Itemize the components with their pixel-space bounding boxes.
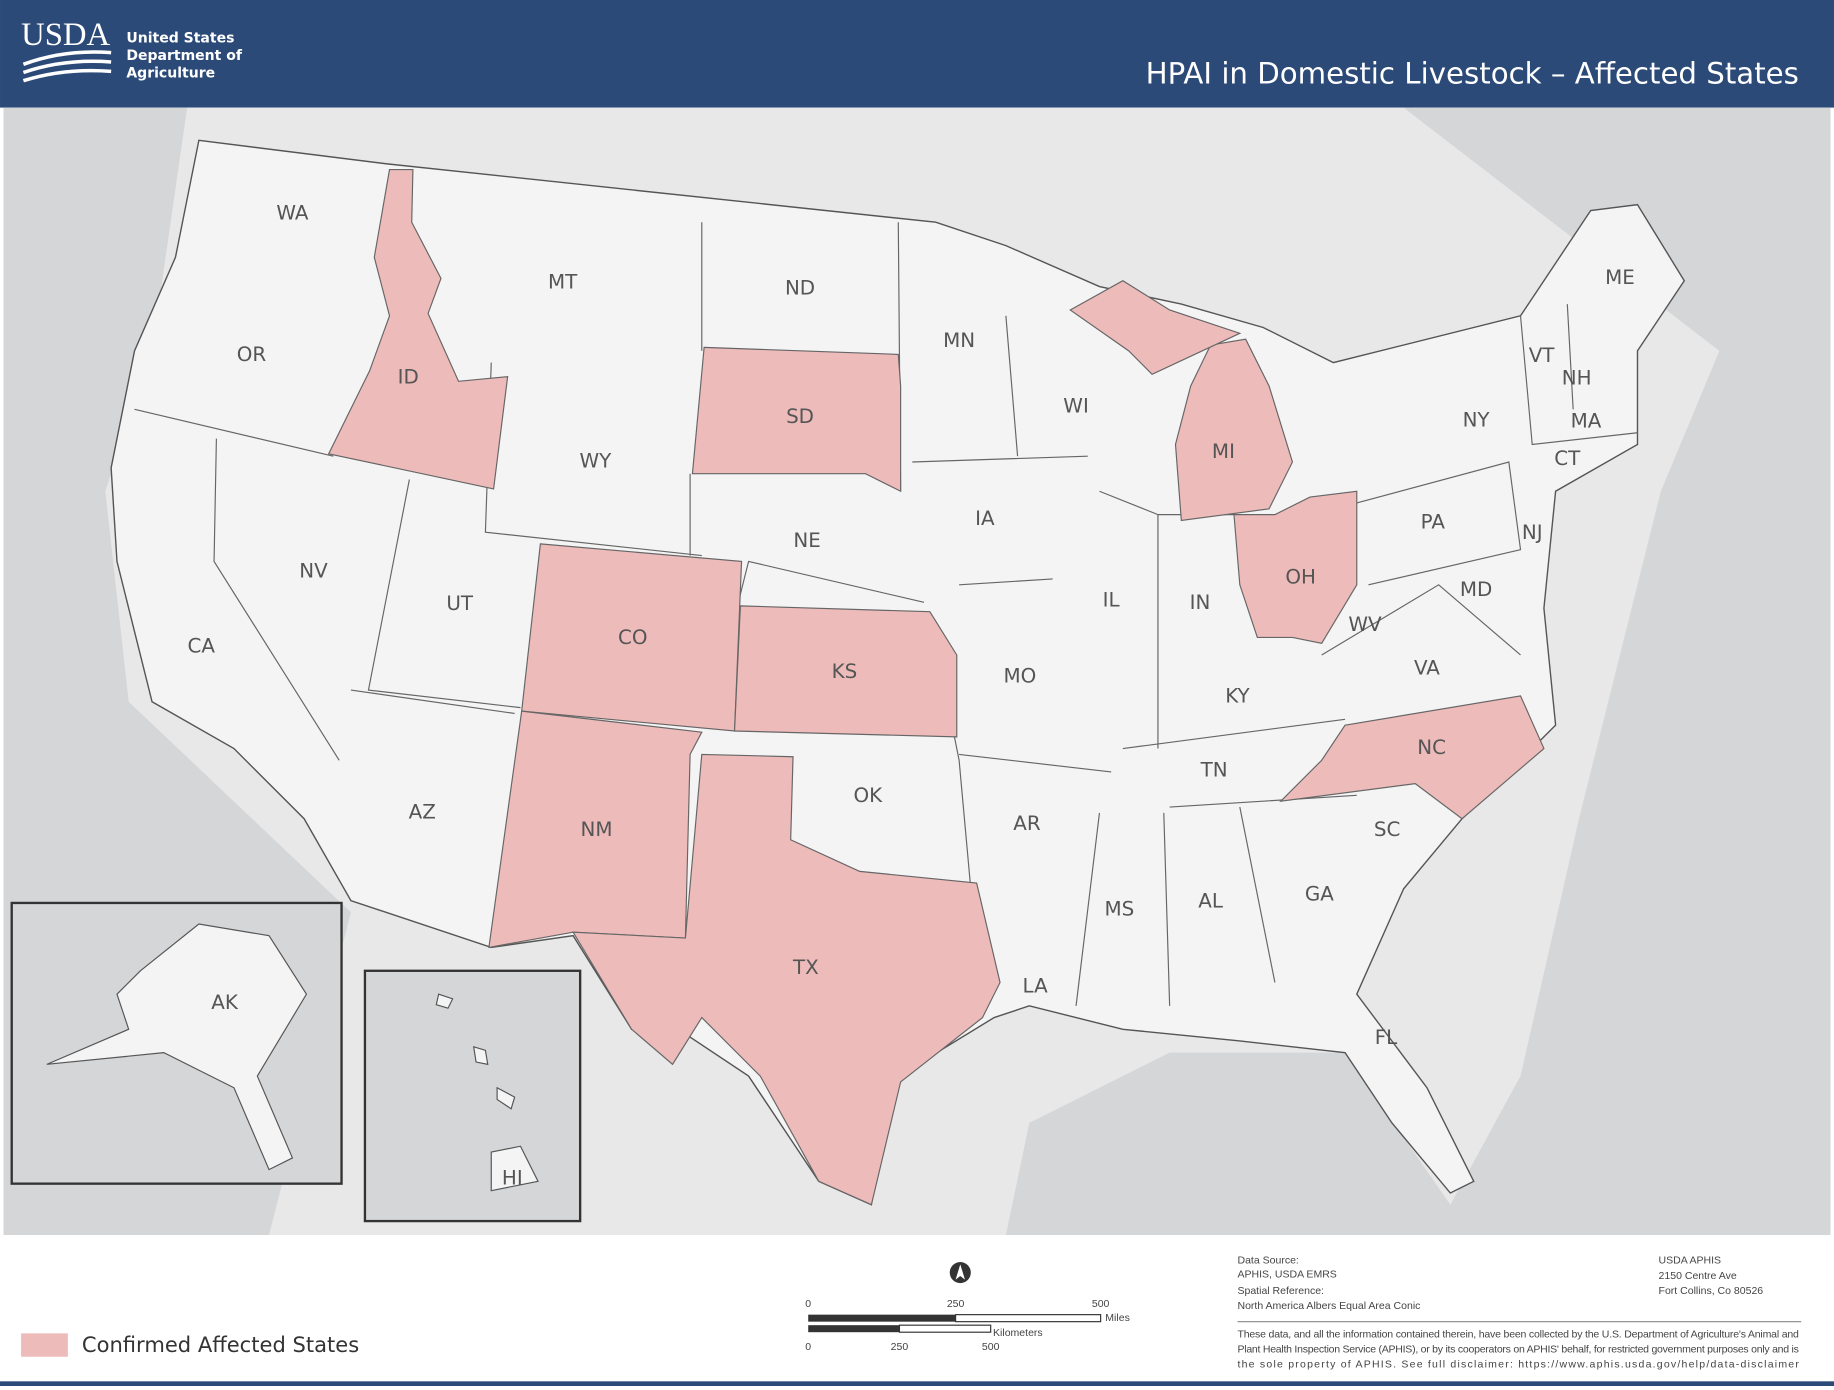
state-label: ID [398,365,419,388]
affected-state [1233,490,1358,644]
scale-label: 250 [947,1298,965,1310]
disclaimer-line: These data, and all the information cont… [1237,1328,1799,1340]
state-label: NH [1562,366,1592,389]
state-label: WI [1063,395,1089,418]
bottom-bar [0,1381,1834,1386]
scale-unit: Kilometers [993,1327,1043,1339]
state-label: NV [299,559,328,582]
state-label: VA [1414,657,1440,680]
disclaimer-line: Plant Health Inspection Service (APHIS),… [1237,1344,1798,1356]
agency-line: Agriculture [126,66,215,82]
disclaimer-line: the sole property of APHIS. See full dis… [1237,1359,1799,1371]
source-line: APHIS, USDA EMRS [1237,1269,1336,1281]
hawaii-inset [363,969,582,1223]
north-arrow-head [955,1264,965,1280]
state-label: OR [237,343,267,366]
logo-swoosh [22,50,112,83]
state-label: NC [1417,736,1446,759]
agency-line: Department of [126,48,243,64]
footer [3,1235,1831,1383]
state-label: FL [1375,1026,1398,1049]
state-label: ME [1605,266,1635,289]
legend-label: Confirmed Affected States [82,1332,359,1357]
state-label: IN [1190,591,1211,614]
state-label: IL [1103,589,1120,612]
scale-bar [808,1325,900,1333]
state-label: AR [1013,812,1041,835]
source-line: Data Source: [1237,1255,1298,1267]
state-label: CA [187,634,215,657]
state-label: VT [1529,344,1556,367]
state-label: KS [832,660,858,683]
alaska-shape [46,923,308,1171]
state-label: CT [1554,447,1581,470]
affected-state [733,605,958,738]
state-label: GA [1305,882,1334,905]
state-label: HI [502,1166,523,1189]
state-label: NE [793,529,820,552]
state-label: OK [854,784,884,807]
state-label: MN [943,329,975,352]
state-label: MO [1004,665,1037,688]
state-label: SD [786,405,814,428]
state-label: SC [1374,818,1401,841]
affected-state [1279,695,1545,820]
scale-label: 500 [1092,1298,1110,1310]
state-label: KY [1225,685,1250,708]
scale-bar [898,1324,992,1333]
state-label: MA [1571,410,1602,433]
state-label: WV [1348,613,1382,636]
hawaii-shape [435,993,539,1192]
state-borders [134,222,1638,1006]
scale-bar [808,1314,956,1322]
state-label: NJ [1522,521,1543,544]
affected-state [572,753,1001,1206]
state-label: LA [1023,975,1049,998]
agency-line: United States [126,31,234,47]
logo: USDA [21,17,110,53]
affected-fills [327,169,1545,1206]
state-label: AL [1198,889,1223,912]
state-label: NY [1463,409,1491,432]
affected-state [1069,280,1242,375]
state-label: ND [785,276,815,299]
source-line: Spatial Reference: [1237,1285,1324,1297]
legend-swatch [21,1333,68,1357]
scale-unit: Miles [1105,1312,1130,1324]
state-label: UT [446,592,474,615]
source-line: North America Albers Equal Area Conic [1237,1300,1420,1312]
state-label: WA [276,202,309,225]
affected-state [1174,338,1294,522]
state-label: MD [1460,578,1492,601]
affected-state [327,169,509,490]
state-label: TX [792,956,819,979]
ocean [1005,107,1831,1236]
map-title: HPAI in Domestic Livestock – Affected St… [1146,56,1799,90]
scale-label: 250 [891,1341,909,1353]
affected-state [691,346,902,493]
address-line: 2150 Centre Ave [1659,1270,1737,1282]
state-labels: WA OR CA ID NV MT WY UT AZ CO NM ND SD NE KS OK TX MN IA MO… [187,202,1634,1190]
address-line: Fort Collins, Co 80526 [1659,1285,1764,1297]
state-label: MT [548,271,578,294]
state-label: AZ [409,800,436,823]
state-label: IA [975,507,995,530]
header-bar [0,0,1834,108]
state-label: MI [1212,440,1235,463]
state-label: CO [618,626,648,649]
scale-bar [955,1314,1102,1323]
state-label: NM [581,818,613,841]
state-label: MS [1104,897,1134,920]
state-label: WY [579,449,612,472]
state-label: PA [1421,510,1446,533]
scale-label: 0 [805,1341,811,1353]
state-label: OH [1285,565,1316,588]
scale-label: 0 [805,1298,811,1310]
state-label: AK [211,991,239,1014]
scale-label: 500 [982,1341,1000,1353]
address-line: USDA APHIS [1659,1255,1722,1267]
state-label: TN [1200,758,1228,781]
